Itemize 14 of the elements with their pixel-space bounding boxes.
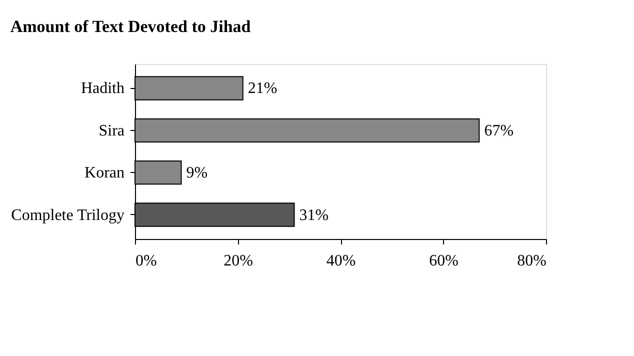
data-label: 31% — [299, 206, 329, 224]
data-label: 9% — [186, 164, 208, 182]
x-tick-label: 80% — [517, 252, 546, 270]
x-tick-label: 40% — [326, 252, 356, 270]
data-label: 67% — [484, 122, 514, 140]
x-tick-label: 0% — [136, 252, 157, 270]
chart-title: Amount of Text Devoted to Jihad — [10, 17, 252, 36]
y-tick-label: Sira — [98, 122, 124, 140]
x-tick-label: 20% — [224, 252, 253, 270]
x-tick-label: 60% — [429, 252, 458, 270]
y-tick-label: Complete Trilogy — [11, 206, 124, 224]
data-label: 21% — [248, 80, 278, 98]
y-tick-label: Hadith — [80, 80, 124, 98]
y-tick-label: Koran — [84, 164, 124, 182]
